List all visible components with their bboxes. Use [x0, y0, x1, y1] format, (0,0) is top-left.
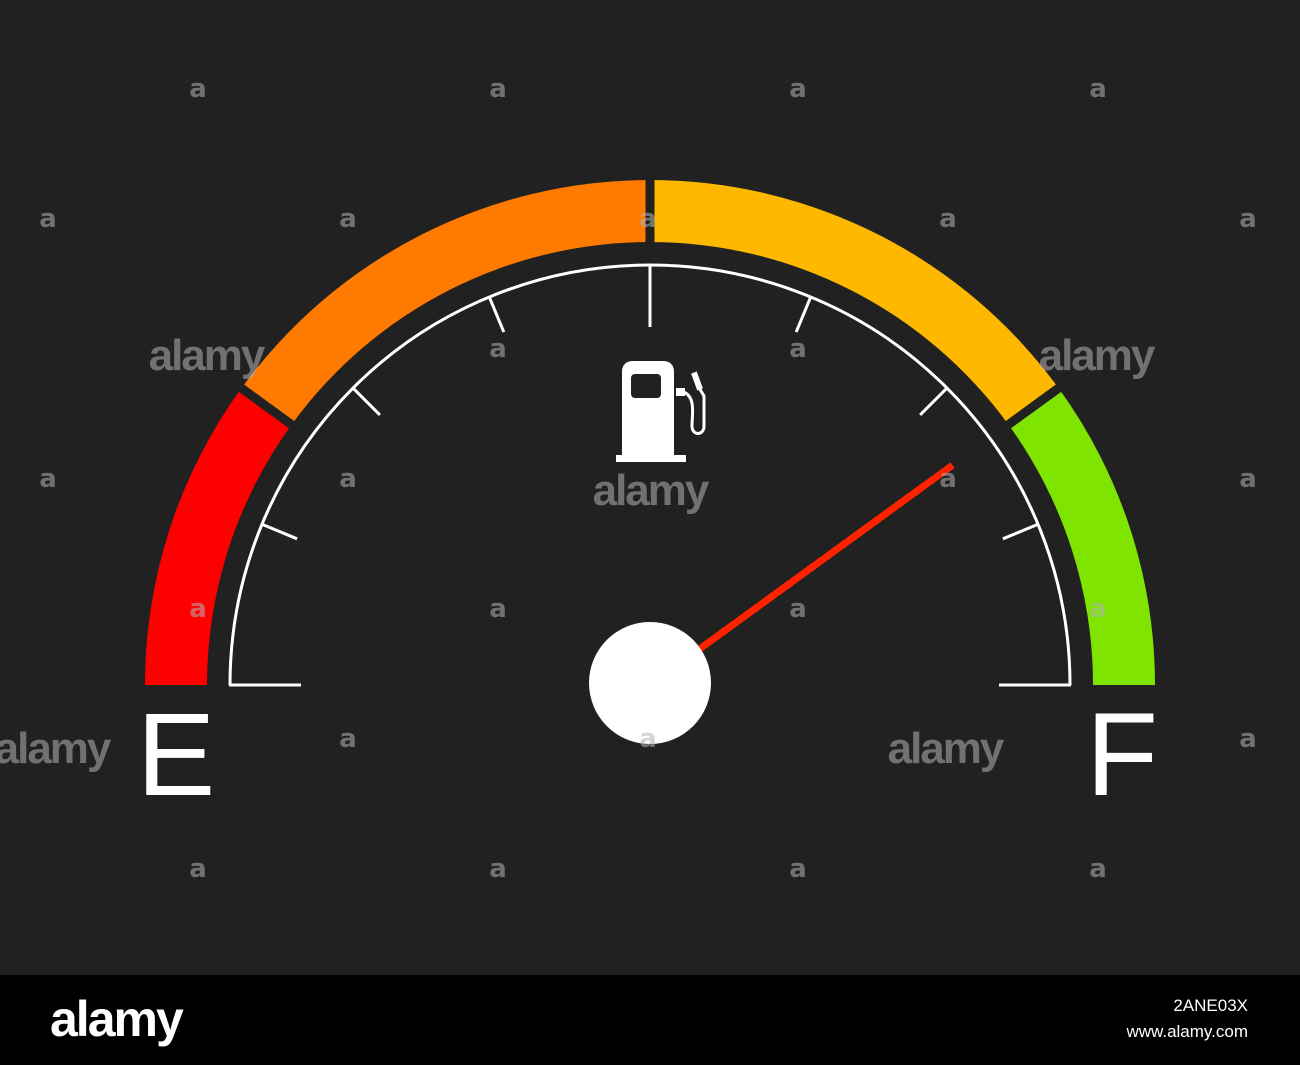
image-id: 2ANE03X [1173, 996, 1248, 1015]
scale-tick [351, 386, 381, 416]
watermark-mark: a [789, 594, 807, 624]
watermark-mark: a [939, 204, 957, 234]
watermark-mark: a [189, 594, 207, 624]
watermark-brand: alamy [888, 724, 1005, 773]
watermark-mark: a [1239, 464, 1257, 494]
watermark-mark: a [339, 724, 357, 754]
watermark-mark: a [339, 204, 357, 234]
watermark-mark: a [189, 74, 207, 104]
watermark-mark: a [489, 74, 507, 104]
watermark-mark: a [1239, 204, 1257, 234]
zone-yellow [650, 180, 1059, 425]
fuel-gauge: E F a a a a a a a a a a a a a a a a a a a a a a a a a a alamy alamy… [0, 74, 1257, 884]
gauge-needle [664, 462, 955, 677]
watermark-mark: a [1089, 594, 1107, 624]
watermark-mark: a [39, 204, 57, 234]
watermark-brand: alamy [149, 331, 266, 380]
watermark-mark: a [489, 594, 507, 624]
footer-url: www.alamy.com [1126, 1022, 1248, 1041]
watermark-mark: a [939, 464, 957, 494]
watermark-mark: a [339, 464, 357, 494]
watermark-mark: a [1239, 724, 1257, 754]
zone-green [1008, 388, 1155, 685]
zone-orange [241, 180, 650, 425]
zone-red [145, 388, 292, 685]
watermark-mark: a [189, 854, 207, 884]
scale-tick [794, 296, 813, 333]
scale-tick [487, 296, 506, 333]
full-label: F [1086, 689, 1158, 821]
watermark-brand: alamy [593, 466, 710, 515]
watermark-mark: a [1089, 854, 1107, 884]
footer-bar: alamy 2ANE03X www.alamy.com [0, 975, 1300, 1065]
watermark-mark: a [489, 334, 507, 364]
watermark-mark: a [489, 854, 507, 884]
watermark-mark: a [639, 724, 657, 754]
gauge-panel: E F a a a a a a a a a a a a a a a a a a a a a a a a a a alamy alamy… [0, 0, 1300, 975]
footer-logo: alamy [50, 991, 184, 1047]
fuel-pump-icon [616, 361, 706, 462]
watermark-mark: a [1089, 74, 1107, 104]
empty-label: E [137, 689, 216, 821]
watermark-mark: a [789, 854, 807, 884]
scale-tick [261, 522, 298, 541]
footer-meta: 2ANE03X www.alamy.com [1126, 993, 1248, 1045]
watermark-brand: alamy [0, 724, 112, 773]
gauge-hub [589, 622, 711, 744]
watermark-mark: a [639, 204, 657, 234]
zone-separator [1002, 382, 1065, 431]
scale-tick [919, 386, 949, 416]
watermark-mark: a [39, 464, 57, 494]
watermark-mark: a [789, 334, 807, 364]
scale-tick [1002, 522, 1039, 541]
watermark-mark: a [789, 74, 807, 104]
zone-separator [235, 382, 298, 431]
watermark-brand: alamy [1039, 331, 1156, 380]
